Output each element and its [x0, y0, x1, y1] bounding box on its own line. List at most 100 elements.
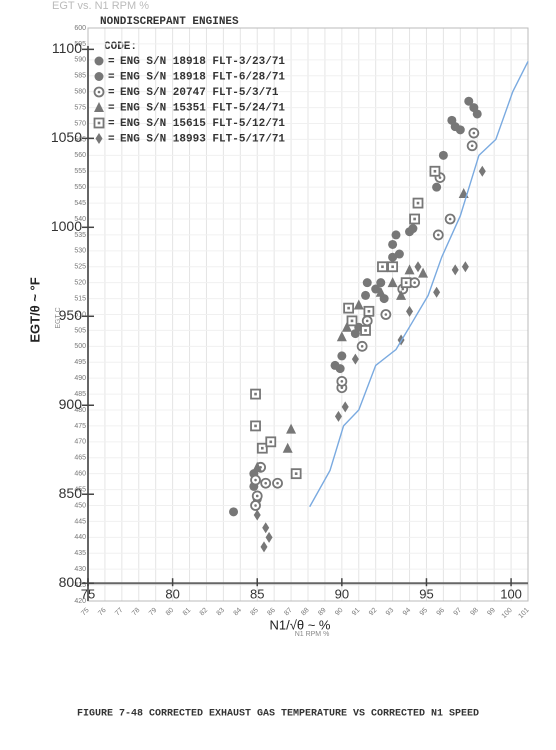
y-tick-label: 455	[74, 486, 86, 493]
y-tick-label: 560	[74, 152, 86, 159]
x-tick-label: 93	[385, 607, 396, 618]
point	[447, 115, 457, 125]
subtitle: NONDISCREPANT ENGINES	[100, 16, 239, 28]
x-tick-label: 95	[419, 607, 430, 618]
x2-tick-label: 90	[335, 587, 349, 602]
point	[375, 286, 386, 297]
x-tick-label: 92	[368, 607, 379, 618]
point	[351, 353, 359, 365]
y-tick-label: 545	[74, 200, 86, 207]
marker-dot	[404, 281, 408, 284]
y-tick-label: 460	[74, 471, 86, 478]
point	[93, 86, 105, 98]
x-tick-label: 75	[80, 607, 91, 618]
marker-shape	[94, 56, 104, 66]
marker-dot	[261, 446, 264, 450]
point	[94, 72, 104, 81]
point	[290, 468, 302, 480]
x-tick-label: 99	[486, 607, 497, 618]
y-tick-label: 500	[74, 343, 86, 350]
y-tick-label: 535	[74, 232, 86, 239]
y-tick-label: 590	[74, 57, 86, 64]
marker-shape	[418, 267, 429, 278]
marker-shape	[286, 423, 297, 434]
y2-tick-label: 800	[59, 574, 83, 590]
marker-dot	[401, 287, 405, 291]
marker-dot	[384, 313, 388, 316]
x-tick-label: 94	[402, 607, 413, 618]
point	[360, 325, 371, 336]
point	[361, 315, 373, 327]
x-tick-label: 98	[469, 607, 480, 618]
y-tick-label: 485	[74, 391, 86, 398]
marker-dot	[413, 217, 416, 221]
y-tick-label: 445	[74, 518, 86, 525]
marker-shape	[394, 249, 404, 259]
point	[388, 239, 398, 249]
legend-label: ENG S/N 18993 FLT-5/17/71	[120, 133, 285, 145]
point	[468, 127, 480, 139]
marker-dot	[470, 144, 474, 148]
point	[394, 249, 404, 259]
point	[253, 509, 261, 521]
marker-dot	[269, 440, 273, 444]
point	[371, 284, 381, 294]
point	[418, 267, 429, 278]
point	[478, 165, 486, 177]
y-tick-label: 520	[74, 280, 86, 287]
x2-tick-label: 85	[250, 587, 264, 602]
point	[251, 490, 263, 502]
marker-dot	[350, 319, 354, 323]
point	[229, 507, 239, 517]
marker-shape	[388, 239, 398, 249]
marker-shape	[472, 109, 482, 119]
marker-dot	[347, 306, 350, 310]
y2-tick-label: 1000	[51, 218, 82, 234]
point	[387, 261, 399, 273]
x-tick-label: 84	[233, 607, 244, 618]
marker-shape	[362, 278, 372, 288]
point	[334, 410, 342, 422]
legend-separator: =	[108, 133, 115, 145]
point	[346, 315, 358, 327]
marker-shape	[337, 351, 347, 361]
point	[429, 165, 441, 177]
marker-shape	[265, 531, 273, 543]
y-tick-label: 475	[74, 423, 86, 430]
x-tick-label: 88	[300, 607, 311, 618]
x-tick-label: 97	[453, 607, 464, 618]
legend-label: ENG S/N 18918 FLT-3/23/71	[120, 56, 285, 68]
y-tick-label: 570	[74, 120, 86, 127]
marker-dot	[364, 329, 367, 332]
point	[265, 436, 277, 448]
x-tick-label: 100	[501, 607, 514, 620]
marker-shape	[406, 305, 414, 317]
x2-tick-label: 100	[500, 587, 522, 602]
y-axis-label: EGT C	[55, 307, 62, 328]
legend-label: ENG S/N 15615 FLT-5/12/71	[120, 118, 285, 130]
curve	[309, 61, 529, 508]
marker-dot	[276, 481, 279, 485]
marker-shape	[253, 509, 261, 521]
caption: FIGURE 7-48 CORRECTED EXHAUST GAS TEMPER…	[77, 709, 479, 720]
point	[260, 541, 268, 553]
point	[265, 531, 273, 543]
legend-separator: =	[108, 118, 115, 130]
x-tick-label: 87	[283, 607, 294, 618]
marker-shape	[404, 264, 415, 275]
marker-shape	[252, 461, 263, 472]
marker-dot	[254, 478, 257, 482]
marker-dot	[340, 386, 344, 390]
marker-shape	[451, 264, 459, 276]
marker-dot	[254, 424, 257, 428]
x-tick-label: 85	[249, 607, 260, 618]
marker-shape	[94, 102, 104, 112]
marker-shape	[260, 541, 268, 553]
legend-separator: =	[108, 87, 115, 99]
point	[409, 213, 421, 225]
marker-shape	[433, 286, 441, 298]
y-tick-label: 505	[74, 327, 86, 334]
marker-dot	[381, 265, 384, 269]
marker-shape	[375, 286, 386, 297]
marker-shape	[341, 401, 349, 413]
